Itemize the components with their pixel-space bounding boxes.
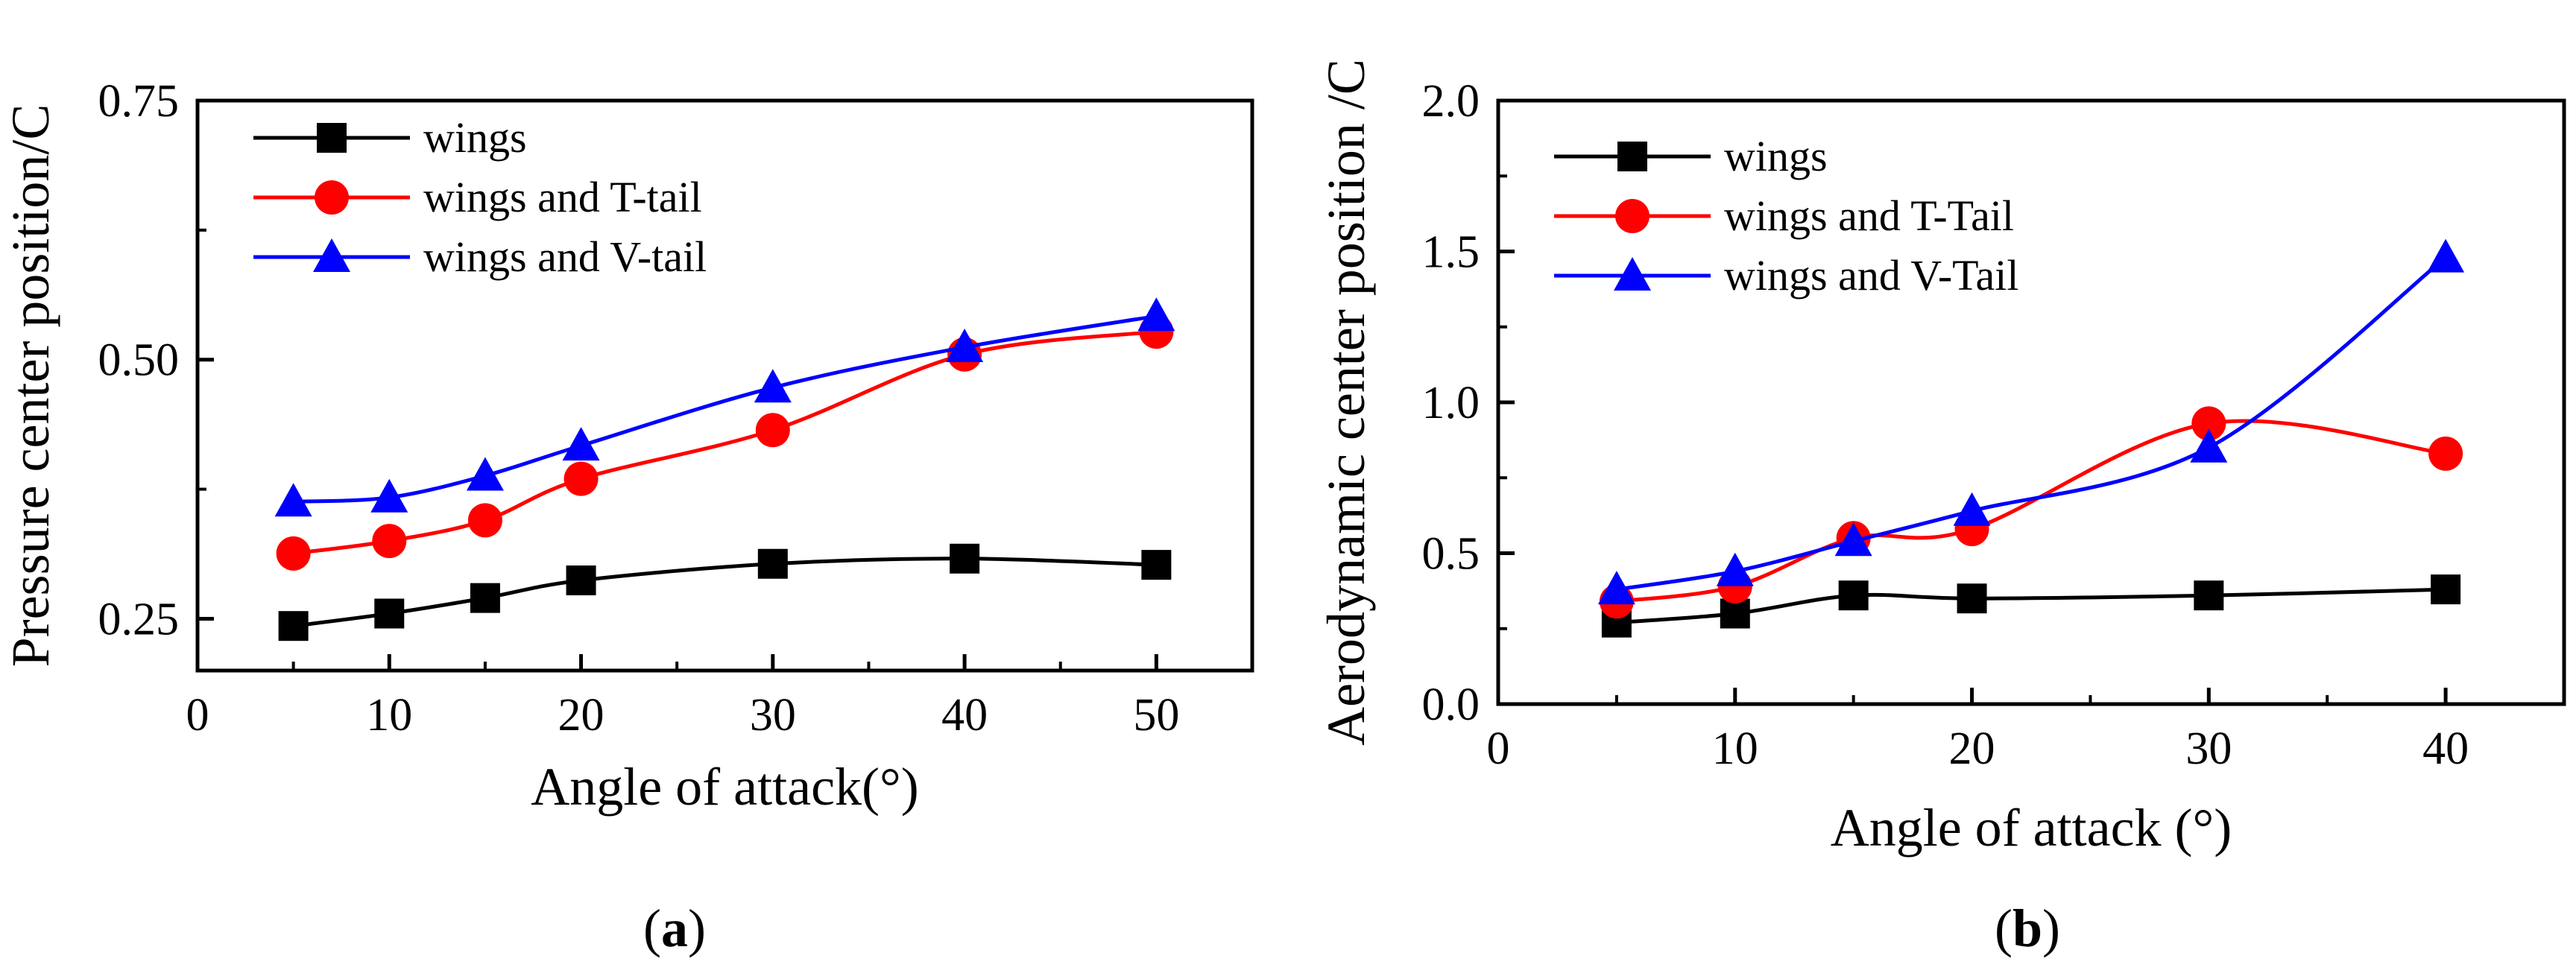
legend-label: wings and T-Tail xyxy=(1724,191,2014,240)
legend-marker xyxy=(1614,257,1651,291)
x-axis-title: Angle of attack (°) xyxy=(1831,798,2232,858)
y-tick-label: 1.5 xyxy=(1422,227,1480,278)
data-point xyxy=(372,524,407,559)
legend-label: wings and T-tail xyxy=(423,173,702,221)
legend-label: wings xyxy=(1724,132,1828,180)
data-point xyxy=(2191,406,2226,441)
data-point xyxy=(566,565,596,595)
chart-panel-b: 0 10 20 30 40 0.0 0.5 1.0 1.5 2.0 Angle of attack … xyxy=(1316,59,2566,958)
data-point xyxy=(1141,550,1172,580)
data-point xyxy=(374,598,405,629)
legend-label: wings and V-tail xyxy=(423,232,707,281)
series-wings-and-t-tail xyxy=(276,314,1174,571)
legend-marker xyxy=(313,238,350,272)
series-wings-and-v-tail xyxy=(274,297,1175,517)
x-tick-label: 20 xyxy=(558,690,604,741)
x-tick-label: 40 xyxy=(2422,723,2469,774)
legend-label: wings xyxy=(423,113,527,162)
series-line xyxy=(1616,256,2447,592)
legend-marker xyxy=(317,123,347,153)
data-point xyxy=(470,583,500,613)
y-tick-label: 2.0 xyxy=(1422,76,1480,127)
data-point xyxy=(2190,428,2228,463)
y-tick-label: 0.75 xyxy=(98,76,180,127)
series-line xyxy=(293,314,1157,504)
x-axis-title: Angle of attack(°) xyxy=(531,757,919,817)
data-point xyxy=(755,413,790,448)
x-tick-label: 10 xyxy=(366,690,412,741)
data-point xyxy=(757,548,788,579)
series-wings-and-v-tail xyxy=(1597,238,2465,605)
data-point xyxy=(564,461,599,496)
y-tick-label: 0.5 xyxy=(1422,529,1480,580)
data-point xyxy=(276,536,311,571)
data-point xyxy=(2194,580,2224,611)
data-point xyxy=(950,543,980,574)
data-point xyxy=(1137,297,1175,332)
data-point xyxy=(1597,571,1635,605)
x-tick-label: 0 xyxy=(1487,723,1510,774)
y-tick-label: 0.25 xyxy=(98,594,180,644)
x-tick-label: 10 xyxy=(1712,723,1758,774)
data-point xyxy=(2431,574,2461,605)
x-tick-label: 0 xyxy=(186,690,209,741)
y-tick-label: 0.50 xyxy=(98,335,180,386)
panel-label: (a) xyxy=(643,899,706,958)
legend-label: wings and V-Tail xyxy=(1724,251,2019,300)
y-tick-label: 0.0 xyxy=(1422,679,1480,730)
series-line xyxy=(293,557,1157,628)
x-tick-label: 30 xyxy=(2185,723,2232,774)
panel-label: (b) xyxy=(1995,899,2060,958)
series-wings xyxy=(278,543,1172,641)
data-point xyxy=(1834,522,1872,557)
y-axis-title: Aerodynamic center position /C xyxy=(1316,59,1376,746)
data-point xyxy=(467,503,502,538)
y-tick-label: 1.0 xyxy=(1422,378,1480,428)
plot-frame xyxy=(1496,98,2566,706)
x-tick-label: 30 xyxy=(750,690,796,741)
data-point xyxy=(2427,238,2465,273)
x-tick-label: 50 xyxy=(1133,690,1179,741)
legend-marker xyxy=(1617,142,1647,171)
data-point xyxy=(1953,492,1991,526)
data-point xyxy=(274,483,312,517)
y-axis-title: Pressure center position/C xyxy=(1,104,60,668)
data-point xyxy=(946,329,984,363)
data-point xyxy=(562,427,600,461)
data-point xyxy=(278,611,309,641)
data-point xyxy=(370,478,408,513)
series-line xyxy=(293,329,1157,556)
data-point xyxy=(1957,583,1987,614)
x-tick-label: 40 xyxy=(941,690,988,741)
legend-marker xyxy=(315,180,349,215)
data-point xyxy=(2428,436,2463,471)
series-wings-and-t-tail xyxy=(1599,406,2463,619)
data-point xyxy=(1838,580,1869,611)
data-point xyxy=(466,457,504,491)
data-point xyxy=(754,369,792,403)
x-tick-label: 20 xyxy=(1949,723,1995,774)
plot-frame xyxy=(195,98,1254,673)
chart-panel-a: 0 10 20 30 40 50 0.25 0.50 0.75 Angle of attack(°… xyxy=(1,76,1254,958)
data-point xyxy=(1716,552,1754,586)
legend-marker xyxy=(1615,199,1650,233)
data-point xyxy=(1720,598,1750,629)
